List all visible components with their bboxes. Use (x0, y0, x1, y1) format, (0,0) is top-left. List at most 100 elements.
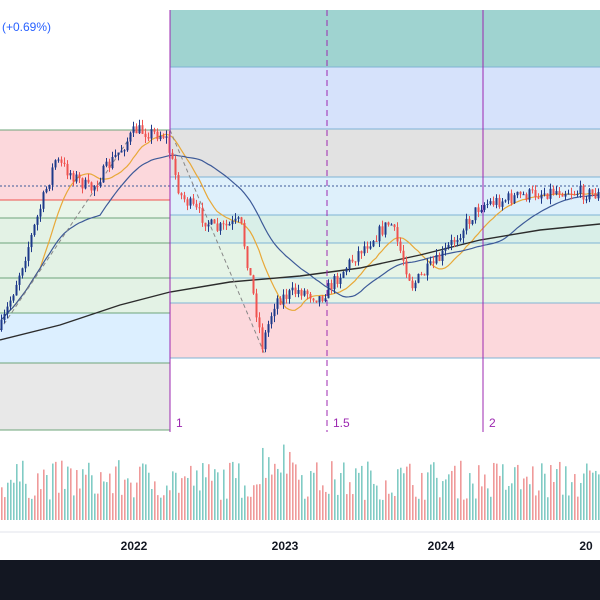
volume-bar (175, 472, 177, 520)
candle-body (12, 295, 15, 301)
candle-body (363, 246, 366, 254)
candle-body (567, 193, 570, 195)
legend-change: (+0.69%) (2, 20, 52, 34)
volume-bars (1, 444, 600, 520)
volume-bar (292, 462, 294, 520)
volume-bar (211, 480, 213, 520)
volume-bar (232, 461, 234, 520)
volume-bar (574, 474, 576, 520)
volume-bar (331, 461, 333, 520)
volume-bar (205, 477, 207, 520)
volume-bar (553, 481, 555, 520)
candle-body (402, 250, 405, 261)
candle-body (192, 198, 195, 204)
candle-body (57, 159, 60, 161)
candle-body (189, 198, 192, 206)
trend-dash-1 (0, 129, 136, 331)
volume-bar (184, 476, 186, 520)
volume-bar (514, 467, 516, 520)
candle-body (555, 191, 558, 195)
candle-body (492, 201, 495, 205)
candle-body (261, 327, 264, 350)
volume-bar (355, 468, 357, 520)
volume-bar (463, 499, 465, 520)
fib-band-4 (0, 363, 170, 430)
candle-body (438, 255, 441, 261)
volume-bar (4, 497, 6, 520)
candle-body (213, 219, 216, 224)
chart-area[interactable]: 1 1.5 2 2022 2023 2024 20 (+0.69%) (0, 0, 600, 560)
candle-body (528, 189, 531, 200)
candle-body (129, 132, 132, 142)
volume-bar (298, 479, 300, 520)
volume-bar (571, 482, 573, 520)
volume-bar (556, 469, 558, 520)
candle-body (429, 261, 432, 264)
volume-bar (544, 473, 546, 520)
volume-bar (391, 492, 393, 520)
candle-body (21, 268, 24, 276)
candle-body (267, 324, 270, 333)
volume-bar (280, 472, 282, 520)
candle-body (0, 320, 3, 330)
bottom-toolbar (0, 560, 600, 600)
volume-bar (475, 498, 477, 520)
candle-body (18, 275, 21, 285)
volume-bar (70, 468, 72, 520)
x-tick-label-1: 2023 (272, 539, 299, 553)
candle-body (390, 224, 393, 226)
candle-body (477, 207, 480, 213)
volume-bar (379, 499, 381, 520)
candle-body (39, 208, 42, 217)
candle-body (333, 275, 336, 290)
candle-body (246, 246, 249, 269)
volume-bar (247, 496, 249, 520)
volume-bar (313, 472, 315, 520)
candle-body (162, 135, 165, 138)
volume-bar (130, 482, 132, 520)
volume-bar (538, 490, 540, 520)
fib-band-8 (170, 177, 600, 215)
candle-body (225, 223, 228, 226)
candle-body (141, 125, 144, 134)
volume-bar (577, 496, 579, 520)
volume-bar (49, 499, 51, 520)
candle-body (558, 191, 561, 195)
volume-bar (457, 498, 459, 520)
candle-body (147, 137, 150, 139)
candle-body (75, 174, 78, 182)
volume-bar (373, 483, 375, 520)
volume-bar (28, 497, 30, 520)
candle-body (117, 152, 120, 155)
volume-bar (388, 493, 390, 520)
volume-bar (499, 475, 501, 520)
candle-body (30, 235, 33, 248)
volume-bar (517, 464, 519, 520)
volume-bar (58, 492, 60, 520)
volume-bar (568, 495, 570, 520)
candle-body (105, 161, 108, 166)
candle-body (45, 188, 48, 193)
candle-body (540, 194, 543, 199)
price-chart[interactable]: 1 1.5 2 2022 2023 2024 20 (0, 0, 600, 560)
volume-bar (34, 495, 36, 520)
volume-bar (580, 482, 582, 520)
candle-body (324, 298, 327, 302)
volume-bar (274, 463, 276, 520)
candle-body (123, 150, 126, 152)
volume-bar (400, 467, 402, 520)
candle-body (48, 184, 51, 189)
candle-body (285, 294, 288, 299)
candle-body (594, 193, 597, 199)
candle-body (102, 165, 105, 183)
candle-body (258, 317, 261, 328)
candle-body (78, 174, 81, 179)
candle-body (381, 226, 384, 235)
candle-body (507, 193, 510, 201)
candle-body (231, 220, 234, 225)
candle-body (297, 290, 300, 294)
candle-body (420, 273, 423, 275)
candle-body (144, 133, 147, 138)
candle-body (6, 306, 9, 314)
candle-body (180, 193, 183, 196)
